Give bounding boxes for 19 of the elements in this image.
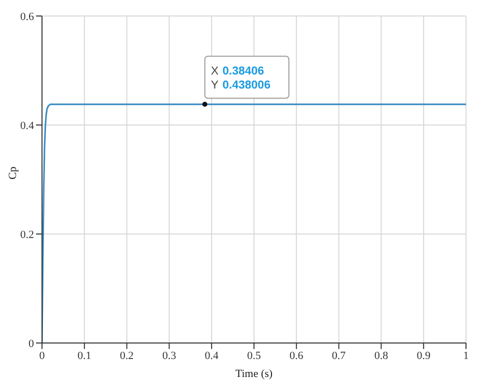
x-tick-label: 0.9 bbox=[416, 350, 431, 362]
y-tick-label: 0.2 bbox=[20, 228, 34, 241]
x-tick-label: 0.2 bbox=[120, 350, 134, 362]
x-tick-label: 0.7 bbox=[332, 350, 346, 362]
y-tick-label: 0.6 bbox=[20, 10, 34, 23]
x-tick-label: 0.6 bbox=[290, 350, 304, 362]
x-axis-title: Time (s) bbox=[235, 368, 273, 380]
y-tick-label: 0 bbox=[28, 338, 34, 350]
data-tip: X 0.38406 Y 0.438006 bbox=[202, 56, 290, 107]
x-tick-label: 0.4 bbox=[204, 350, 219, 362]
y-tick-label: 0.4 bbox=[20, 120, 34, 132]
x-tick-label: 0.1 bbox=[78, 350, 92, 362]
x-tick-label: 1 bbox=[463, 350, 469, 362]
x-tick-label: 0.8 bbox=[374, 350, 389, 362]
x-tick-label: 0 bbox=[39, 350, 46, 362]
annotation: X 0.38406 Y 0.438006 bbox=[210, 65, 270, 92]
x-tick-label: 0.3 bbox=[162, 350, 177, 362]
y-axis-title: Cp bbox=[6, 166, 19, 180]
x-tick-label: 0.5 bbox=[247, 350, 262, 362]
